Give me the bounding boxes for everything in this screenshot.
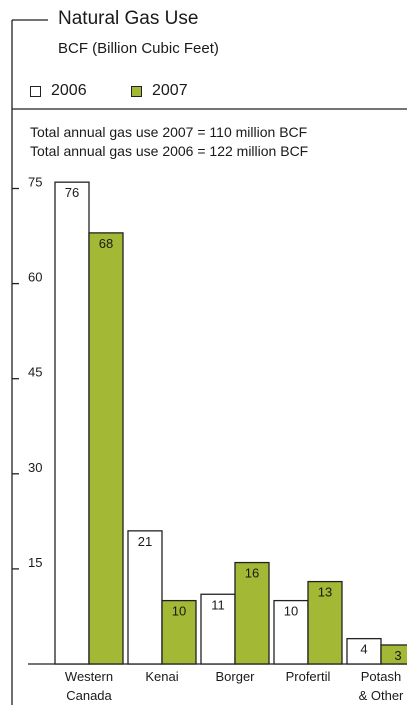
y-tick-label-45: 45 [28,365,42,380]
data-label-2007-potash-other: 3 [394,648,401,663]
bar-2007-kenai [161,599,197,665]
data-label-2007-western-canada: 68 [99,236,113,251]
bar-2007-western-canada [88,232,124,665]
data-label-2006-kenai: 21 [138,534,152,549]
data-label-2006-potash-other: 4 [360,642,367,657]
bar-2006-borger [200,593,236,665]
legend-swatch-2007 [131,85,142,97]
data-label-2006-borger: 11 [211,597,225,612]
y-tick-label-75: 75 [28,175,42,190]
bar-series: 76 21 11 10 4 68 10 16 13 3 [54,181,407,665]
x-label-borger: Borger [215,669,255,684]
x-label-kenai: Kenai [145,669,178,684]
note-2006-total: Total annual gas use 2006 = 122 million … [30,143,309,159]
chart-title: Natural Gas Use [58,8,199,29]
legend-item-2007: 2007 [131,82,188,100]
bar-2006-western-canada [54,181,90,665]
data-label-2007-kenai: 10 [172,604,186,619]
data-label-2006-profertil: 10 [284,604,298,619]
x-label-western-canada: Western Canada [65,669,113,703]
legend-swatch-2006 [30,85,41,97]
y-tick-label-60: 60 [28,270,42,285]
bar-2006-kenai [127,530,163,665]
data-label-2006-western-canada: 76 [65,185,79,200]
data-label-2007-profertil: 13 [318,585,332,600]
legend-label-2007: 2007 [152,82,188,99]
bar-2007-profertil [307,580,343,665]
legend-item-2006: 2006 [30,82,87,100]
x-label-potash-other: Potash & Other [359,669,404,703]
y-tick-label-30: 30 [28,460,42,475]
legend-label-2006: 2006 [51,82,87,99]
y-axis-ticks: 15 30 45 60 75 [12,175,42,570]
x-axis-labels: Western Canada Kenai Borger Profertil Potash &… [65,669,404,703]
note-2007-total: Total annual gas use 2007 = 110 million … [30,124,308,140]
bar-2007-potash-other [380,644,407,665]
x-label-profertil: Profertil [286,669,331,684]
y-tick-label-15: 15 [28,555,42,570]
bar-2006-potash-other [346,637,382,665]
bar-2007-borger [234,561,270,665]
data-label-2007-borger: 16 [245,566,259,581]
chart-subtitle: BCF (Billion Cubic Feet) [58,40,219,57]
